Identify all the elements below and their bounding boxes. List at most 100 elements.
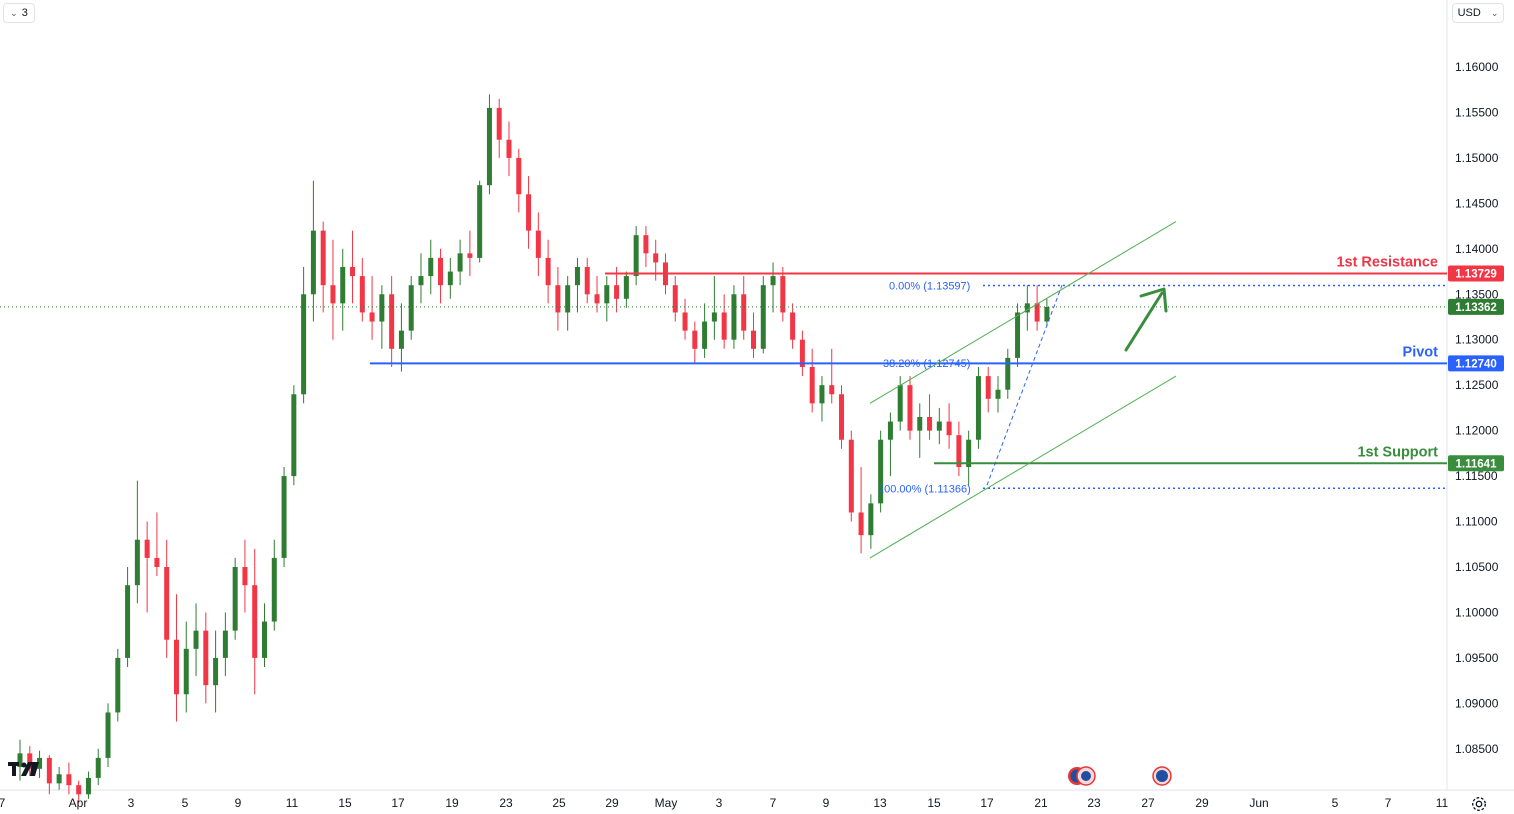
candle — [711, 276, 717, 340]
x-tick-label: 29 — [1195, 796, 1209, 810]
y-tick-label: 1.14500 — [1455, 196, 1499, 210]
level-label: Pivot — [1403, 344, 1439, 360]
candle — [653, 239, 659, 281]
candle — [398, 303, 404, 372]
candle — [477, 180, 483, 263]
candle — [770, 262, 776, 313]
candle — [1044, 298, 1050, 327]
candle — [1005, 348, 1011, 399]
event-flag-icon[interactable] — [1068, 766, 1096, 786]
candle — [76, 780, 82, 804]
time-axis[interactable]: 7 Apr 3 5 9 11 15 17 19 23 25 29 May 3 7 9 13 15 17 21 23 27 2… — [0, 796, 1449, 810]
candle — [213, 630, 219, 713]
candle — [858, 466, 864, 554]
candle — [438, 248, 444, 304]
channel-lower-line[interactable] — [869, 375, 1177, 559]
candle — [379, 285, 385, 349]
candle — [496, 98, 502, 158]
candle — [819, 376, 825, 422]
candle — [917, 403, 923, 458]
candle — [242, 539, 248, 613]
candle — [839, 385, 845, 449]
gear-icon[interactable] — [1470, 795, 1488, 813]
overlay-layer: 1st Resistance 1.13729 Pivot 1.12740 1st Sup… — [0, 221, 1504, 559]
x-tick-label: 3 — [716, 796, 723, 810]
svg-text:1.13729: 1.13729 — [1455, 268, 1497, 280]
candle — [555, 266, 561, 331]
candles-layer — [17, 94, 1050, 804]
candle — [203, 612, 209, 704]
candle — [173, 594, 179, 722]
candle — [330, 239, 336, 340]
candle — [702, 303, 708, 358]
x-tick-label: 17 — [980, 796, 994, 810]
y-tick-label: 1.10000 — [1455, 605, 1499, 619]
y-tick-label: 1.12500 — [1455, 378, 1499, 392]
event-flag-icon[interactable] — [1152, 766, 1172, 786]
candle — [37, 750, 43, 778]
candle — [320, 221, 326, 313]
tradingview-logo-icon[interactable] — [8, 758, 40, 778]
x-tick-label: 11 — [286, 796, 299, 810]
x-tick-label: May — [655, 796, 678, 810]
x-tick-label: 7 — [770, 796, 777, 810]
x-tick-label: 23 — [499, 796, 513, 810]
x-tick-label: 27 — [1141, 796, 1155, 810]
candle — [956, 421, 962, 477]
candle — [144, 521, 150, 613]
price-axis-tag: 1.13729 — [1448, 265, 1504, 282]
candle — [467, 230, 473, 277]
candle — [66, 762, 72, 795]
candle — [878, 430, 884, 513]
y-tick-label: 1.13000 — [1455, 333, 1499, 347]
x-tick-label: 7 — [1385, 796, 1392, 810]
y-tick-label: 1.16000 — [1455, 60, 1499, 74]
interval-selector[interactable]: ⌄ 3 — [3, 3, 35, 23]
y-tick-label: 1.11500 — [1455, 469, 1498, 483]
candle — [271, 539, 277, 631]
currency-selector[interactable]: USD ⌄ — [1452, 3, 1504, 23]
candle — [418, 253, 424, 304]
up-arrow-icon[interactable] — [1124, 287, 1168, 352]
economic-events[interactable] — [1068, 766, 1172, 786]
candle — [447, 257, 453, 299]
candle — [46, 755, 52, 795]
y-tick-label: 1.09000 — [1455, 696, 1499, 710]
y-tick-label: 1.09500 — [1455, 651, 1499, 665]
candle — [927, 394, 933, 440]
y-tick-label: 1.15000 — [1455, 151, 1499, 165]
y-tick-label: 1.12000 — [1455, 424, 1499, 438]
price-axis-tag: 1.12740 — [1448, 355, 1504, 372]
candle — [721, 294, 727, 349]
candle — [731, 285, 737, 349]
x-tick-label: 7 — [0, 796, 6, 810]
svg-text:1.12740: 1.12740 — [1455, 358, 1497, 370]
channel-upper-line[interactable] — [869, 221, 1177, 404]
candle — [408, 276, 414, 340]
candle — [1024, 285, 1030, 331]
y-tick-label: 1.14000 — [1455, 242, 1499, 256]
x-tick-label: 3 — [128, 796, 135, 810]
x-tick-label: 5 — [182, 796, 189, 810]
price-axis[interactable]: 1.08500 1.09000 1.09500 1.10000 1.10500 1.110… — [1455, 60, 1499, 756]
current-price-tag: 1.13362 — [1448, 298, 1504, 315]
x-tick-label: 13 — [873, 796, 887, 810]
x-tick-label: 17 — [391, 796, 405, 810]
candle — [614, 266, 620, 313]
x-tick-label: 5 — [1332, 796, 1339, 810]
fib-trend-line[interactable] — [986, 285, 1063, 486]
candle — [751, 312, 756, 358]
candle — [232, 557, 238, 640]
candle — [868, 494, 874, 549]
candle — [105, 703, 111, 767]
candle — [350, 230, 356, 304]
candle — [457, 239, 463, 286]
candle — [301, 266, 307, 404]
candle — [56, 766, 62, 790]
y-tick-label: 1.08500 — [1455, 742, 1499, 756]
candle — [535, 212, 541, 277]
candle — [946, 403, 952, 449]
candle — [134, 480, 140, 604]
candle — [310, 180, 316, 322]
